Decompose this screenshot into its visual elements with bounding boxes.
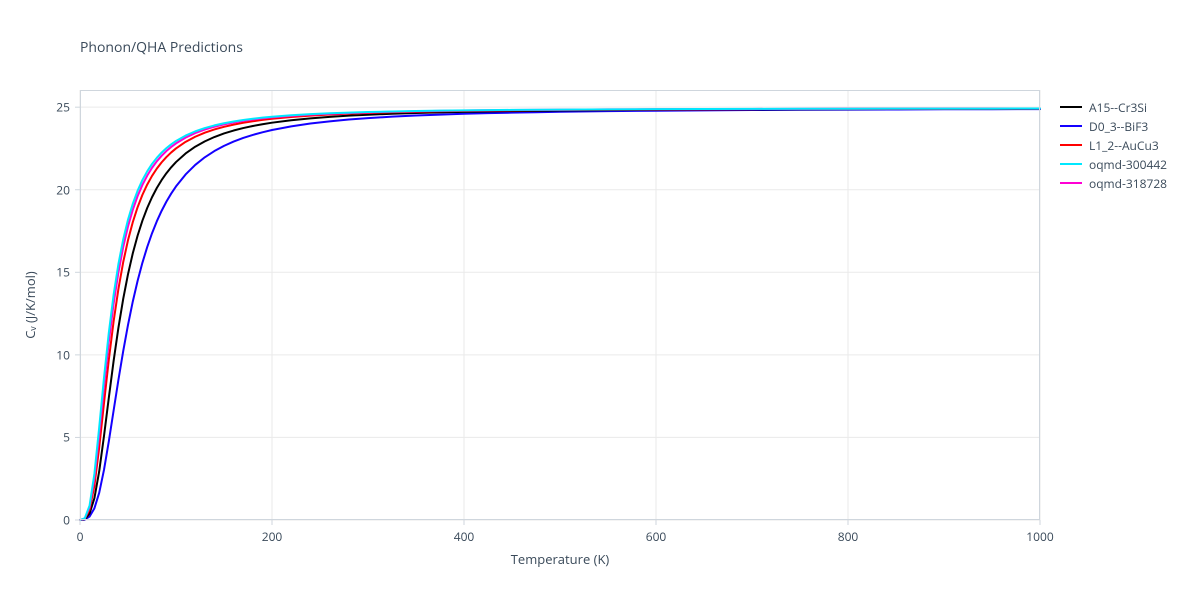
y-tick-label: 15 xyxy=(56,264,70,281)
y-tick-label: 10 xyxy=(56,346,70,363)
legend-swatch xyxy=(1060,144,1082,146)
chart-title: Phonon/QHA Predictions xyxy=(80,38,243,57)
x-tick-label: 400 xyxy=(454,528,475,545)
legend-label: L1_2--AuCu3 xyxy=(1089,137,1159,154)
y-tick-label: 25 xyxy=(56,99,70,116)
y-tick-label: 0 xyxy=(63,512,70,529)
plot-area xyxy=(80,90,1040,520)
legend-item[interactable]: oqmd-300442 xyxy=(1060,157,1167,171)
legend-item[interactable]: A15--Cr3Si xyxy=(1060,100,1167,114)
x-tick-label: 0 xyxy=(77,528,84,545)
legend-swatch xyxy=(1060,163,1082,165)
chart-root: Phonon/QHA Predictions Cᵥ (J/K/mol) Temp… xyxy=(0,0,1200,600)
legend-label: oqmd-300442 xyxy=(1089,156,1167,173)
legend-swatch xyxy=(1060,125,1082,127)
legend-item[interactable]: D0_3--BiF3 xyxy=(1060,119,1167,133)
x-axis-label: Temperature (K) xyxy=(511,550,610,568)
legend-label: A15--Cr3Si xyxy=(1089,99,1147,116)
legend-swatch xyxy=(1060,182,1082,184)
x-tick-label: 800 xyxy=(838,528,859,545)
legend-item[interactable]: oqmd-318728 xyxy=(1060,176,1167,190)
x-tick-label: 200 xyxy=(262,528,283,545)
legend-label: D0_3--BiF3 xyxy=(1089,118,1148,135)
y-tick-label: 5 xyxy=(63,429,70,446)
legend: A15--Cr3Si D0_3--BiF3 L1_2--AuCu3 oqmd-3004… xyxy=(1060,100,1167,195)
x-tick-label: 1000 xyxy=(1026,528,1053,545)
y-axis-label: Cᵥ (J/K/mol) xyxy=(21,271,39,339)
x-tick-label: 600 xyxy=(646,528,667,545)
legend-label: oqmd-318728 xyxy=(1089,175,1167,192)
legend-item[interactable]: L1_2--AuCu3 xyxy=(1060,138,1167,152)
plot-svg xyxy=(80,90,1040,520)
y-tick-label: 20 xyxy=(56,181,70,198)
legend-swatch xyxy=(1060,106,1082,108)
